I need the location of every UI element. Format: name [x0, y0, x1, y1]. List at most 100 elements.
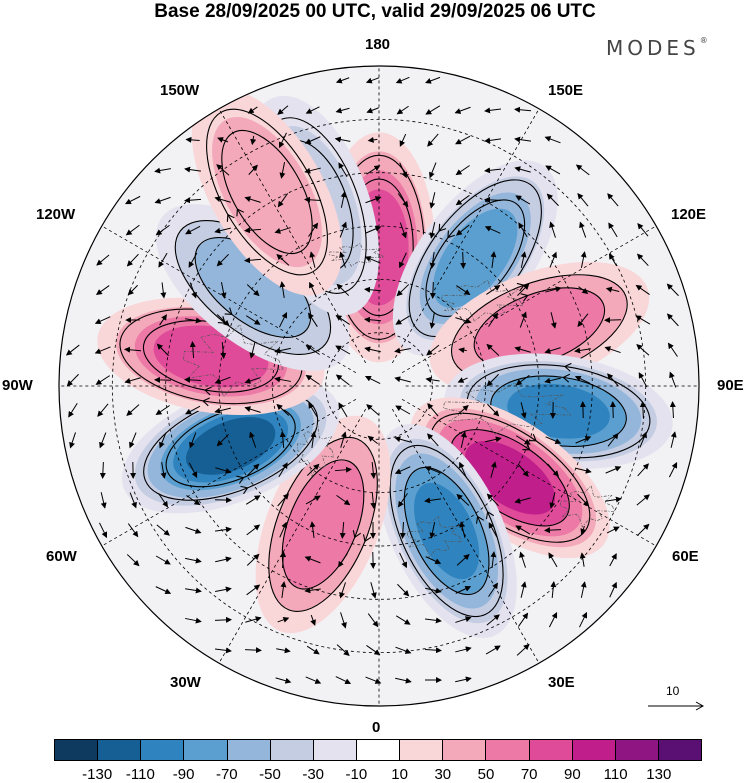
wind-arrow [429, 281, 436, 299]
colorbar-cell [443, 740, 487, 760]
wind-arrow [669, 371, 677, 388]
wind-arrow [455, 676, 472, 683]
colorbar-tick-label: -130 [82, 766, 113, 783]
wind-arrow [545, 165, 561, 175]
wind-arrow [607, 193, 619, 207]
wind-arrow [366, 107, 379, 114]
wind-arrow [574, 347, 591, 354]
wind-arrow [188, 252, 198, 268]
wind-arrow [65, 344, 80, 356]
wind-arrow [485, 645, 501, 655]
wind-arrow [578, 286, 589, 294]
wind-arrow [486, 493, 499, 507]
wind-arrow [395, 615, 411, 625]
wind-arrow [637, 463, 649, 477]
wind-arrow [639, 431, 647, 448]
wind-arrow [97, 403, 109, 417]
wind-arrow [155, 555, 171, 565]
wind-arrow [455, 616, 472, 623]
wind-arrow [520, 402, 527, 419]
wind-arrow [490, 461, 497, 478]
coastline [441, 279, 524, 322]
wind-arrow [305, 344, 320, 355]
wind-arrow [154, 196, 171, 204]
wind-arrow [609, 581, 617, 598]
wind-arrow [68, 402, 78, 418]
wind-arrow [429, 312, 436, 329]
wind-arrow [220, 282, 227, 299]
wind-arrow [154, 167, 171, 174]
wind-arrow [66, 373, 79, 387]
anomaly-contour [507, 383, 610, 439]
wind-arrow [95, 285, 110, 295]
wind-arrow [429, 522, 436, 539]
wind-arrow [185, 617, 202, 624]
wind-arrow [367, 435, 378, 444]
anomaly-center [392, 160, 558, 357]
colorbar-ticks: -130 -110 -90 -70 -50 -30 -10 10 30 50 70 90 110 130 [0, 766, 750, 783]
wind-arrow [275, 677, 292, 684]
wind-arrow [124, 346, 142, 353]
wind-arrow [608, 222, 618, 238]
wind-arrow [490, 251, 497, 268]
streamline-arrowhead [362, 534, 372, 543]
wind-arrow [340, 612, 347, 629]
wind-arrow [336, 644, 350, 657]
lon-label-90e: 90E [717, 377, 744, 394]
wind-arrow [636, 523, 650, 536]
wind-arrow [309, 281, 317, 298]
colorbar-cell [400, 740, 444, 760]
wind-arrow [185, 405, 201, 415]
meridian [401, 398, 657, 547]
wind-arrow [340, 431, 347, 448]
wind-arrow [99, 432, 107, 449]
colorbar-cell [572, 740, 616, 760]
wind-arrow [580, 525, 587, 535]
wind-arrow [185, 587, 202, 594]
wind-arrow [244, 196, 261, 203]
coastline [183, 323, 284, 398]
meridian [391, 408, 540, 664]
meridian [101, 225, 357, 374]
wind-arrow [279, 162, 286, 179]
wind-arrow [366, 165, 381, 175]
wind-arrow [395, 76, 410, 84]
streamline-arrowhead [226, 213, 235, 222]
wind-arrow [607, 432, 619, 447]
wind-arrow [186, 495, 201, 506]
wind-arrow [279, 431, 286, 449]
streamline-arrowhead [438, 223, 447, 232]
lon-label-60e: 60E [672, 548, 699, 565]
anomaly-center [191, 88, 343, 296]
wind-arrow [399, 552, 407, 569]
wind-arrow [519, 551, 526, 568]
wind-arrow [515, 525, 531, 535]
wind-arrow [306, 463, 320, 476]
colorbar-tick-label: -90 [172, 766, 195, 783]
wind-arrow [429, 222, 436, 239]
wind-arrow [99, 461, 106, 479]
wind-arrow [69, 432, 77, 449]
wind-arrow [457, 377, 468, 383]
lon-label-90w: 90W [2, 377, 33, 394]
lon-label-120w: 120W [36, 206, 76, 223]
wind-arrow [426, 344, 440, 356]
wind-arrow [395, 646, 412, 654]
wind-arrow [364, 286, 382, 293]
lon-label-150e: 150E [548, 82, 584, 99]
wind-arrow [215, 526, 232, 533]
wind-arrow [550, 581, 557, 599]
colorbar-cell [227, 740, 271, 760]
wind-arrow [308, 312, 318, 327]
wind-arrow [424, 497, 441, 504]
wind-arrow [156, 524, 170, 536]
wind-arrow [425, 376, 440, 383]
wind-arrow [574, 376, 591, 384]
wind-arrow [94, 346, 111, 354]
map-title: Base 28/09/2025 00 UTC, valid 29/09/2025… [154, 1, 596, 22]
wind-arrow [370, 461, 377, 479]
wind-arrow [214, 196, 231, 203]
wind-arrow [516, 643, 530, 656]
wind-arrow [395, 315, 411, 325]
wind-arrow [638, 372, 648, 388]
